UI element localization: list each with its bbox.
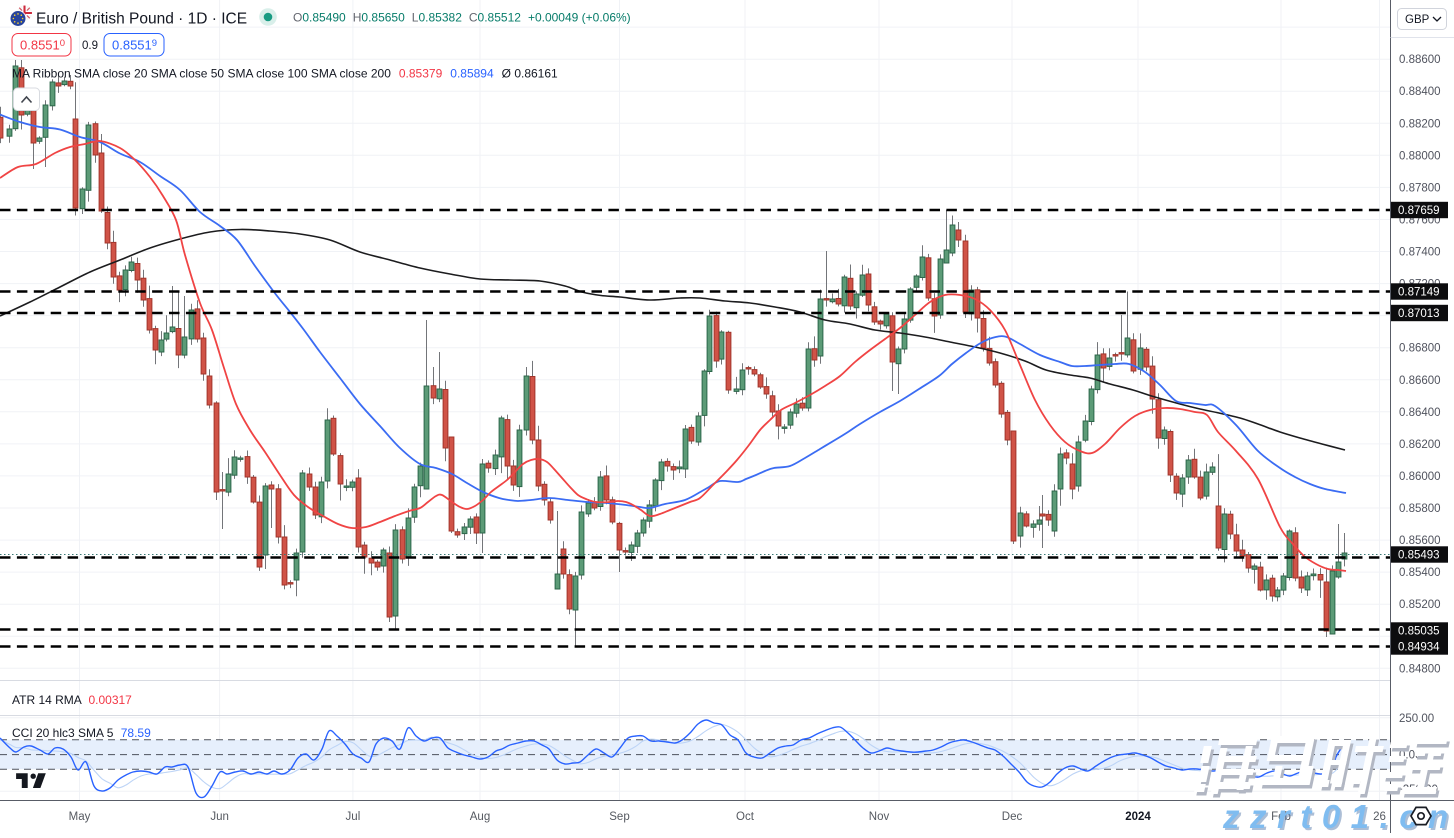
svg-text:0.85519: 0.85519 bbox=[112, 38, 157, 53]
svg-text:Sep: Sep bbox=[609, 811, 629, 823]
svg-text:0.87800: 0.87800 bbox=[1399, 182, 1441, 194]
svg-text:0.87659: 0.87659 bbox=[1398, 205, 1440, 217]
svg-text:0.85493: 0.85493 bbox=[1398, 550, 1440, 562]
svg-text:CCI 20 hlc3 SMA 5 78.59: CCI 20 hlc3 SMA 5 78.59 bbox=[12, 726, 151, 740]
svg-text:0.85200: 0.85200 bbox=[1399, 599, 1441, 611]
svg-text:0.87400: 0.87400 bbox=[1399, 247, 1441, 259]
svg-text:0.84934: 0.84934 bbox=[1398, 642, 1440, 654]
svg-text:Feb: Feb bbox=[1271, 811, 1291, 823]
svg-text:Oct: Oct bbox=[736, 811, 755, 823]
svg-text:Jul: Jul bbox=[346, 811, 361, 823]
svg-text:Euro / British Pound · 1D · IC: Euro / British Pound · 1D · ICE bbox=[36, 11, 247, 28]
svg-text:0.86200: 0.86200 bbox=[1399, 439, 1441, 451]
svg-text:0.85035: 0.85035 bbox=[1398, 626, 1440, 638]
svg-text:0.85400: 0.85400 bbox=[1399, 567, 1441, 579]
svg-text:0.85600: 0.85600 bbox=[1399, 535, 1441, 547]
svg-text:0.88000: 0.88000 bbox=[1399, 150, 1441, 162]
svg-text:0.88400: 0.88400 bbox=[1399, 86, 1441, 98]
svg-text:Nov: Nov bbox=[869, 811, 890, 823]
svg-text:26: 26 bbox=[1373, 811, 1386, 823]
svg-text:0.85510: 0.85510 bbox=[20, 38, 65, 53]
svg-text:2024: 2024 bbox=[1125, 811, 1151, 823]
svg-text:0.86800: 0.86800 bbox=[1399, 343, 1441, 355]
svg-text:Aug: Aug bbox=[470, 811, 490, 823]
svg-text:GBP: GBP bbox=[1405, 14, 1430, 26]
svg-text:Dec: Dec bbox=[1002, 811, 1023, 823]
svg-text:0.87149: 0.87149 bbox=[1398, 287, 1440, 299]
svg-text:0.85800: 0.85800 bbox=[1399, 503, 1441, 515]
svg-text:0.87013: 0.87013 bbox=[1398, 308, 1440, 320]
svg-text:0.88200: 0.88200 bbox=[1399, 118, 1441, 130]
svg-text:0.84800: 0.84800 bbox=[1399, 663, 1441, 675]
svg-text:0.9: 0.9 bbox=[82, 40, 98, 52]
svg-text:May: May bbox=[69, 811, 91, 823]
svg-text:Jun: Jun bbox=[210, 811, 229, 823]
svg-text:250.00: 250.00 bbox=[1399, 713, 1434, 725]
svg-text:ATR 14 RMA 0.00317: ATR 14 RMA 0.00317 bbox=[12, 693, 132, 707]
svg-text:MA Ribbon SMA close 20 SMA clo: MA Ribbon SMA close 20 SMA close 50 SMA … bbox=[12, 67, 558, 81]
svg-text:0.88600: 0.88600 bbox=[1399, 54, 1441, 66]
svg-text:0.86600: 0.86600 bbox=[1399, 375, 1441, 387]
svg-text:0.86400: 0.86400 bbox=[1399, 407, 1441, 419]
svg-text:0.86000: 0.86000 bbox=[1399, 471, 1441, 483]
